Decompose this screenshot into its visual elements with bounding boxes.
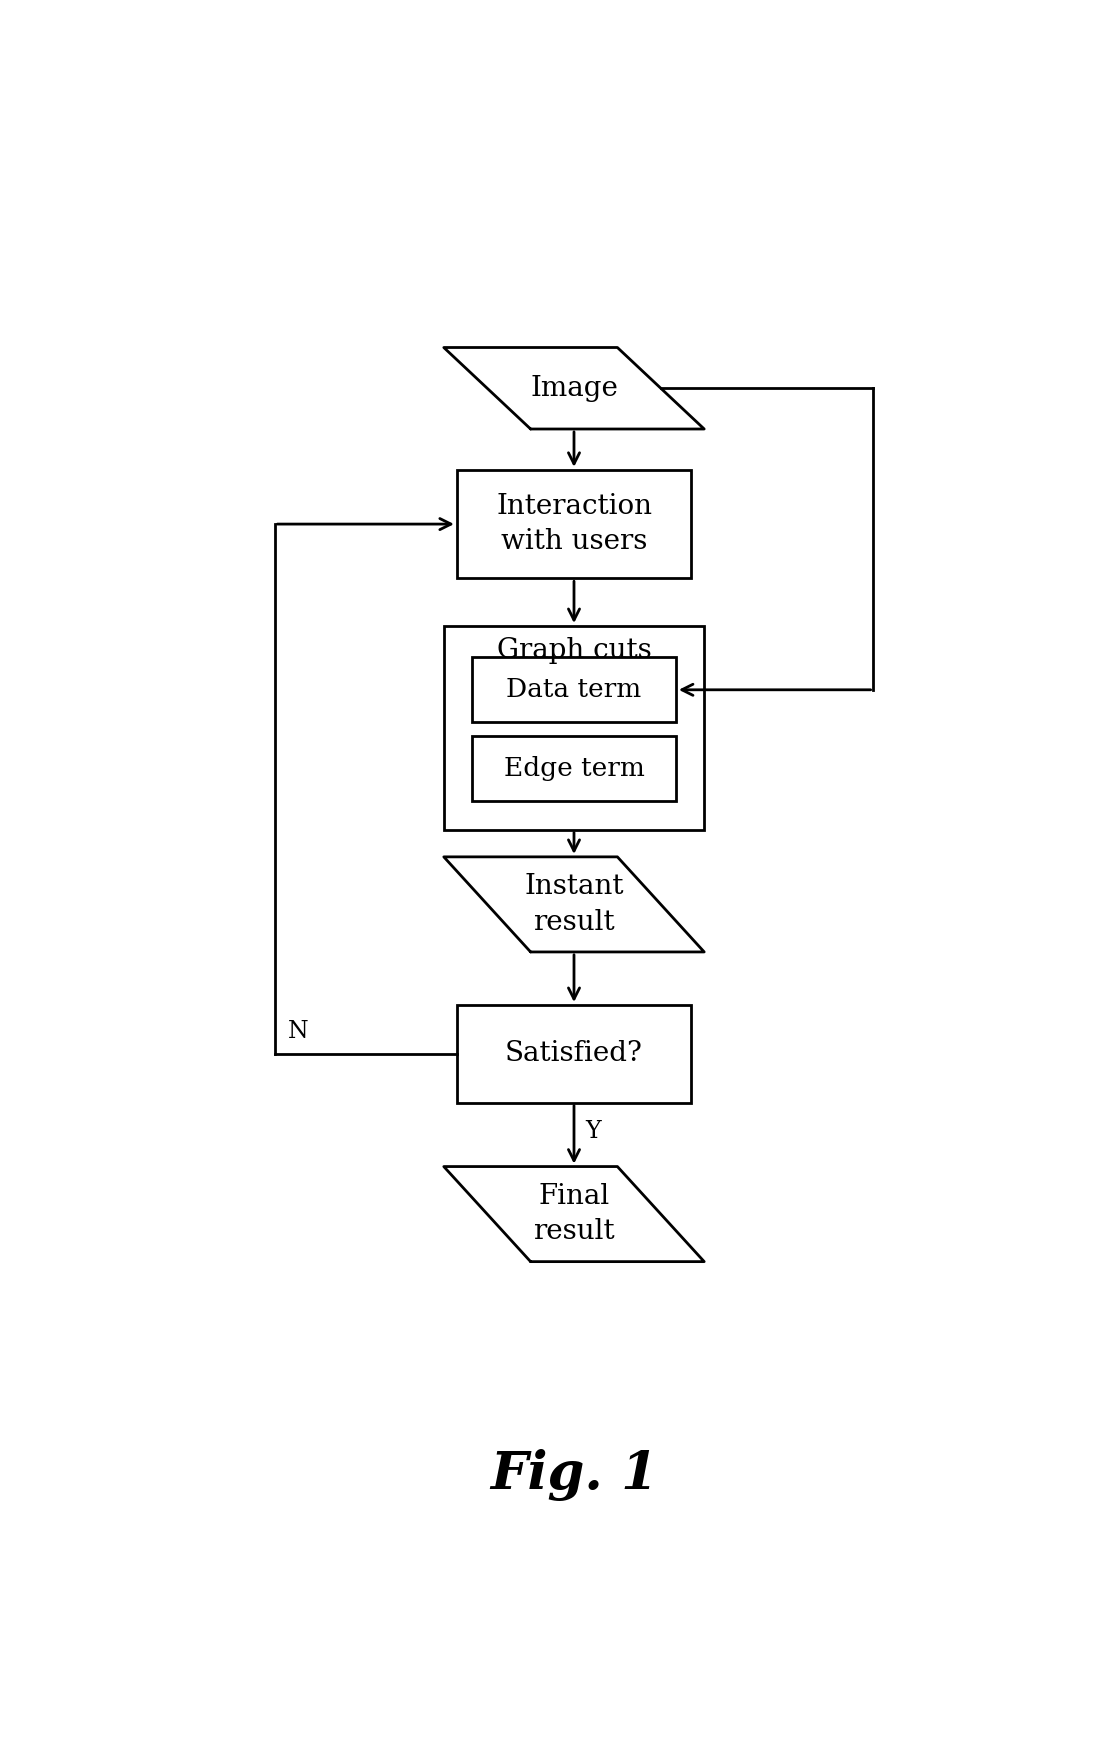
Text: Image: Image <box>530 374 618 402</box>
Text: Data term: Data term <box>506 677 642 702</box>
Text: Y: Y <box>586 1120 601 1143</box>
Bar <box>457 1005 691 1102</box>
Text: Final
result: Final result <box>533 1184 615 1245</box>
Text: Interaction
with users: Interaction with users <box>496 492 652 556</box>
Bar <box>472 736 676 801</box>
Text: Edge term: Edge term <box>504 757 644 781</box>
Text: N: N <box>288 1020 308 1043</box>
Bar <box>444 626 704 829</box>
Text: Satisfied?: Satisfied? <box>505 1041 643 1067</box>
Bar <box>457 469 691 579</box>
Bar <box>472 658 676 723</box>
Text: Instant
result: Instant result <box>524 873 624 935</box>
Text: Graph cuts: Graph cuts <box>496 637 652 663</box>
Text: Fig. 1: Fig. 1 <box>491 1448 657 1501</box>
